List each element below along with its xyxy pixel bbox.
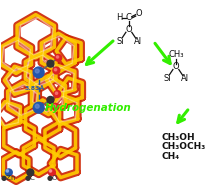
Circle shape — [35, 69, 39, 73]
Text: Al: Al — [133, 37, 142, 46]
Circle shape — [56, 56, 59, 58]
Circle shape — [55, 54, 62, 61]
Circle shape — [27, 169, 34, 176]
Text: CH₃OH: CH₃OH — [161, 133, 195, 142]
Circle shape — [33, 67, 44, 78]
Circle shape — [5, 169, 12, 176]
Circle shape — [33, 102, 44, 113]
Circle shape — [49, 170, 52, 172]
Text: CH₃: CH₃ — [168, 50, 184, 59]
Circle shape — [48, 169, 55, 176]
Circle shape — [35, 104, 39, 108]
Text: Al: Al — [181, 74, 189, 83]
Text: 3.83Å: 3.83Å — [25, 86, 45, 91]
Text: CH₃OCH₃: CH₃OCH₃ — [161, 143, 205, 151]
Text: Hydrogenation: Hydrogenation — [44, 103, 131, 113]
Text: O: O — [135, 9, 142, 18]
Circle shape — [6, 170, 8, 172]
Circle shape — [47, 60, 54, 67]
Text: ●Zn: ●Zn — [1, 175, 17, 181]
Text: O: O — [173, 62, 179, 71]
Text: Si: Si — [163, 74, 171, 83]
Text: ●O: ●O — [46, 175, 58, 181]
Text: Si: Si — [116, 37, 124, 46]
Text: ●C: ●C — [25, 175, 36, 181]
Circle shape — [53, 67, 60, 74]
Circle shape — [53, 105, 56, 107]
Text: O: O — [125, 25, 132, 34]
Circle shape — [54, 69, 57, 71]
Text: C: C — [126, 13, 132, 22]
Text: H: H — [116, 13, 122, 22]
Circle shape — [52, 103, 59, 110]
Circle shape — [54, 91, 61, 98]
Circle shape — [47, 96, 54, 103]
Circle shape — [55, 92, 58, 94]
Text: CH₄: CH₄ — [161, 152, 179, 161]
